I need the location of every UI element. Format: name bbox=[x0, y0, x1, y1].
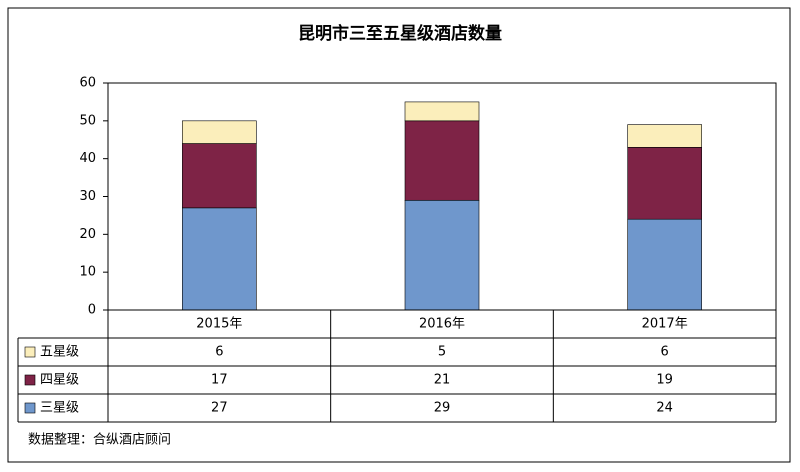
legend-label: 三星级 bbox=[40, 401, 79, 416]
bar-segment bbox=[627, 147, 702, 220]
y-tick-label: 40 bbox=[79, 151, 96, 166]
chart-title: 昆明市三至五星级酒店数量 bbox=[298, 23, 502, 44]
table-value: 24 bbox=[656, 401, 673, 416]
y-tick-label: 10 bbox=[79, 265, 96, 280]
legend-swatch bbox=[24, 374, 36, 386]
legend-swatch bbox=[24, 402, 36, 414]
bar-segment bbox=[182, 207, 257, 311]
y-tick-label: 30 bbox=[79, 189, 96, 204]
x-tick-label: 2015年 bbox=[196, 317, 242, 332]
x-tick-label: 2017年 bbox=[642, 317, 688, 332]
table-value: 5 bbox=[438, 345, 446, 360]
bar-segment bbox=[627, 218, 702, 311]
y-tick-label: 50 bbox=[79, 113, 96, 128]
table-value: 27 bbox=[211, 401, 228, 416]
legend-swatch bbox=[24, 346, 36, 358]
x-tick-label: 2016年 bbox=[419, 317, 465, 332]
legend-label: 四星级 bbox=[40, 373, 79, 388]
bar-segment bbox=[182, 120, 257, 144]
bar-segment bbox=[404, 120, 480, 201]
legend-label: 五星级 bbox=[40, 345, 79, 360]
y-tick-label: 20 bbox=[79, 227, 96, 242]
table-value: 17 bbox=[211, 373, 228, 388]
table-value: 6 bbox=[215, 345, 223, 360]
bar-segment bbox=[404, 101, 480, 122]
source-note: 数据整理：合纵酒店顾问 bbox=[28, 433, 171, 448]
y-tick-label: 60 bbox=[79, 76, 96, 91]
bar-segment bbox=[627, 124, 702, 148]
bar-segment bbox=[404, 199, 480, 311]
y-tick-label: 0 bbox=[88, 303, 96, 318]
table-value: 21 bbox=[434, 373, 451, 388]
table-value: 19 bbox=[656, 373, 673, 388]
table-value: 29 bbox=[434, 401, 451, 416]
table-value: 6 bbox=[661, 345, 669, 360]
bar-segment bbox=[182, 143, 257, 209]
